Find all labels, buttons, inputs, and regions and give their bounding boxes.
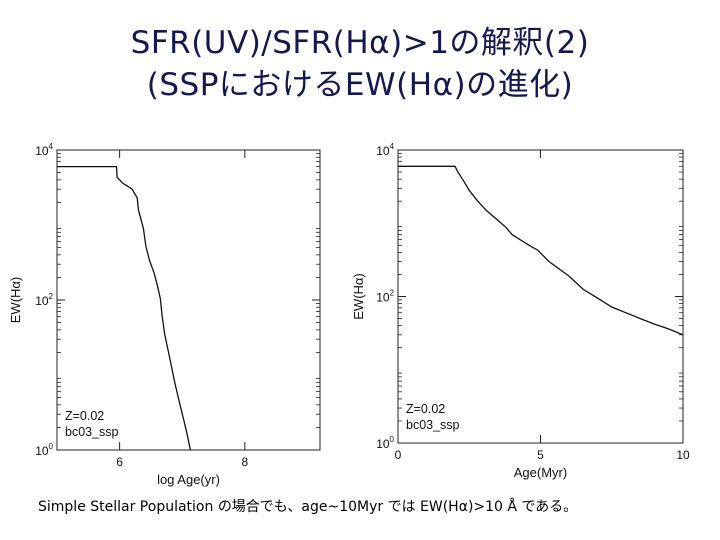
annotation-text: bc03_ssp bbox=[65, 425, 119, 439]
y-tick-label: 104 bbox=[35, 142, 53, 158]
y-tick-label: 102 bbox=[376, 289, 394, 305]
y-tick-label: 100 bbox=[35, 442, 53, 458]
y-axis-label: EW(Hα) bbox=[8, 277, 23, 324]
x-tick-label: 6 bbox=[116, 455, 123, 469]
y-tick-exponent: 0 bbox=[390, 435, 395, 444]
y-tick-label: 104 bbox=[376, 142, 394, 158]
y-tick-label: 102 bbox=[35, 292, 53, 308]
series-line bbox=[398, 165, 684, 336]
x-axis-label: log Age(yr) bbox=[157, 472, 220, 487]
x-tick-label: 5 bbox=[537, 448, 544, 462]
annotation-text: Z=0.02 bbox=[406, 402, 445, 416]
y-tick-exponent: 2 bbox=[49, 292, 54, 301]
y-tick-exponent: 4 bbox=[390, 142, 395, 151]
annotation-text: bc03_ssp bbox=[406, 418, 460, 432]
x-axis-label: Age(Myr) bbox=[514, 465, 567, 480]
chart-log-age: 6 8 100 102 104 log Age(yr) EW(Hα) Z=0.02 bc03_s… bbox=[8, 142, 321, 487]
plot-frame bbox=[397, 149, 684, 444]
y-tick-exponent: 0 bbox=[49, 442, 54, 451]
x-tick-label: 0 bbox=[395, 448, 402, 462]
chart-age-myr: 0 5 10 100 102 104 Age(Myr) EW(Hα) Z=0.02 bc03_ss… bbox=[351, 142, 690, 480]
x-tick-label: 8 bbox=[242, 455, 249, 469]
x-tick-label: 10 bbox=[676, 448, 690, 462]
y-tick-label: 100 bbox=[376, 435, 394, 451]
annotation-text: Z=0.02 bbox=[65, 409, 104, 423]
slide-title: SFR(UV)/SFR(Hα)>1の解釈(2) (SSPにおけるEW(Hα)の進… bbox=[0, 22, 720, 106]
y-tick-exponent: 2 bbox=[390, 289, 395, 298]
y-tick-exponent: 4 bbox=[49, 142, 54, 151]
slide-caption: Simple Stellar Population の場合でも、age~10My… bbox=[38, 499, 578, 515]
title-line-1: SFR(UV)/SFR(Hα)>1の解釈(2) bbox=[130, 25, 590, 61]
y-axis-label: EW(Hα) bbox=[351, 273, 366, 320]
plot-frame bbox=[56, 149, 321, 451]
series-line bbox=[57, 165, 192, 451]
title-line-2: (SSPにおけるEW(Hα)の進化) bbox=[146, 67, 574, 103]
